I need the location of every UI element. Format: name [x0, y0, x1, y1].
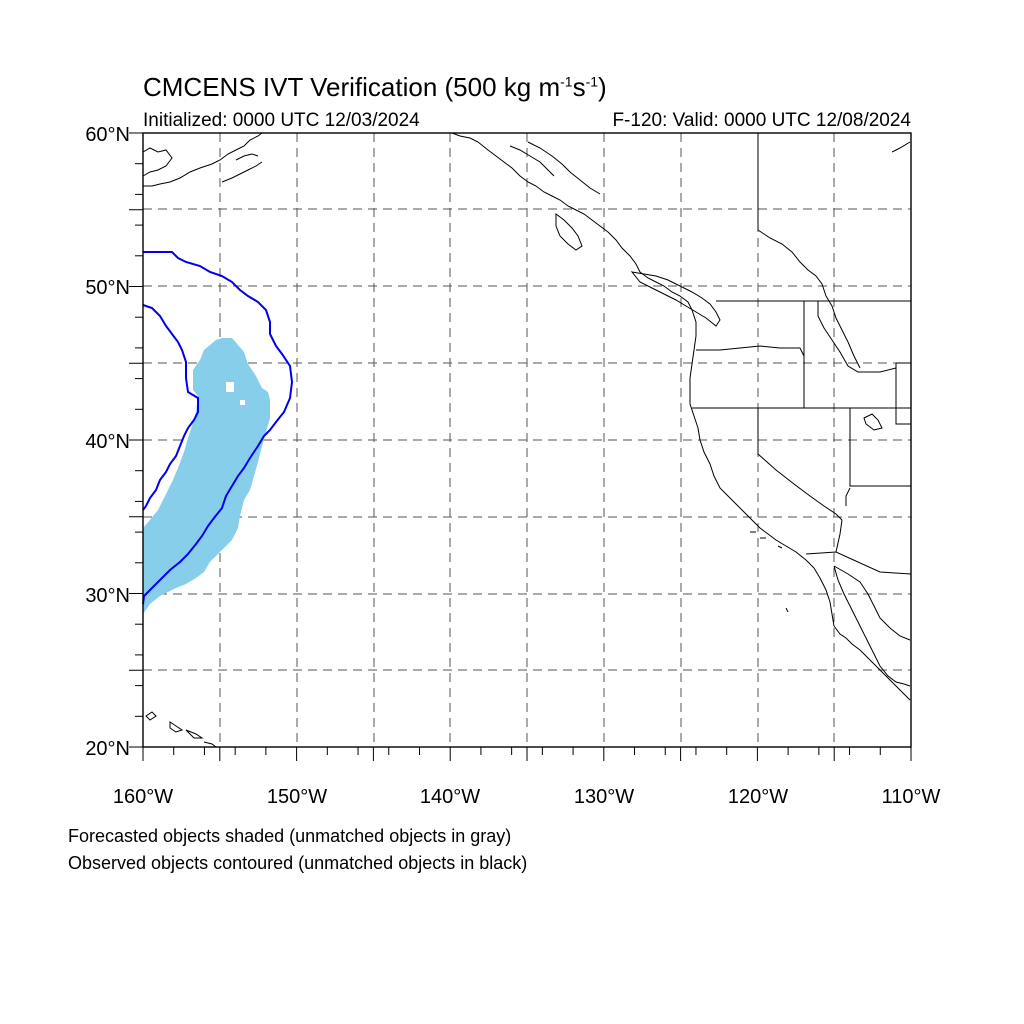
observed-object-contours [142, 251, 294, 605]
valid-time: F-120: Valid: 0000 UTC 12/08/2024 [612, 110, 911, 131]
lat-label-60n: 60°N [85, 124, 130, 146]
lon-label-160w: 160°W [113, 786, 173, 808]
lon-label-110w: 110°W [882, 786, 941, 808]
forecast-legend-note: Forecasted objects shaded (unmatched obj… [68, 826, 512, 846]
lon-label-120w: 120°W [728, 786, 788, 808]
map-title: CMCENS IVT Verification (500 kg m-1s-1) [143, 72, 607, 102]
lat-label-40n: 40°N [85, 431, 130, 453]
political-borders [692, 133, 912, 575]
initialized-time: Initialized: 0000 UTC 12/03/2024 [143, 110, 420, 131]
channel-islands [750, 531, 789, 613]
lat-label-20n: 20°N [85, 738, 130, 760]
coastlines [142, 132, 911, 748]
lat-label-30n: 30°N [85, 585, 130, 607]
observed-legend-note: Observed objects contoured (unmatched ob… [68, 853, 528, 873]
forecast-object-shaded [143, 338, 270, 614]
lon-label-140w: 140°W [420, 786, 480, 808]
lon-label-150w: 150°W [267, 786, 327, 808]
lat-label-50n: 50°N [85, 277, 130, 299]
axis-ticks [129, 132, 912, 761]
lon-label-130w: 130°W [574, 786, 634, 808]
